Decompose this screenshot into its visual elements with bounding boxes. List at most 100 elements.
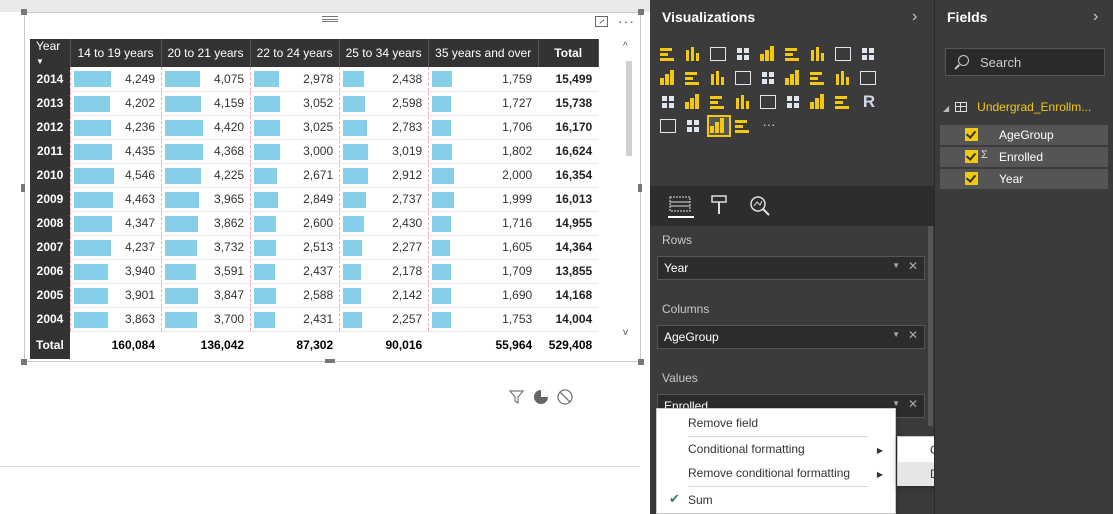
checkbox[interactable] [965,172,978,185]
matrix-visual[interactable]: ··· Year ▼ 14 to 19 years 20 to 21 years … [24,12,641,362]
header-col[interactable]: 25 to 34 years [339,39,429,67]
resize-handle[interactable] [21,359,27,365]
chevron-down-icon[interactable]: ▼ [892,330,900,339]
analytics-tab-icon[interactable] [748,194,774,218]
ribbon-chart-icon[interactable] [708,68,730,88]
row-year[interactable]: 2005 [30,283,70,307]
more-options-icon[interactable]: ··· [618,13,635,29]
value-cell: 3,732 [161,235,251,260]
field-item-agegroup[interactable]: AgeGroup [940,125,1108,145]
resize-handle[interactable] [21,9,27,15]
pie-drill-icon[interactable] [532,388,550,406]
gauge-icon[interactable] [708,92,730,112]
map-icon[interactable] [808,68,830,88]
header-total[interactable]: Total [538,39,599,67]
card-icon[interactable] [733,92,755,112]
resize-handle[interactable] [21,184,25,192]
table-icon[interactable] [833,68,855,88]
waterfall-icon[interactable] [658,92,680,112]
remove-icon[interactable]: ✕ [907,259,918,273]
row-year[interactable]: 2014 [30,67,70,91]
row-year[interactable]: 2013 [30,91,70,115]
line-chart-icon[interactable] [808,44,830,64]
header-col[interactable]: 14 to 19 years [70,39,162,67]
remove-icon[interactable]: ✕ [907,397,918,411]
clustered-bar-icon[interactable] [708,44,730,64]
100-stacked-column-icon[interactable] [783,44,805,64]
collapse-chevron-icon[interactable]: › [1093,8,1099,25]
more-icon[interactable]: ··· [762,117,776,132]
scatter-icon[interactable] [733,68,755,88]
filter-icon[interactable] [508,388,526,406]
matrix-icon[interactable] [858,68,880,88]
scroll-thumb[interactable] [626,61,632,156]
header-col[interactable]: 35 years and over [428,39,539,67]
chevron-down-icon[interactable]: ▼ [892,399,900,408]
donut-icon[interactable] [833,92,855,112]
matrix-scrollbar[interactable]: ^ v [623,41,635,341]
expand-triangle-icon[interactable]: ◢ [943,104,950,113]
fields-tab-icon[interactable] [668,194,694,218]
fields-search-input[interactable]: Search [945,48,1105,76]
columns-well[interactable]: AgeGroup ▼ ✕ [657,325,925,349]
header-col[interactable]: 22 to 24 years [250,39,340,67]
matrix-visual-icon[interactable] [707,115,731,137]
sum-item[interactable]: ✔ Sum [657,489,895,513]
row-year[interactable]: 2010 [30,163,70,187]
row-year[interactable]: 2008 [30,211,70,235]
resize-handle[interactable] [638,359,644,365]
focus-mode-icon[interactable] [595,16,608,27]
stacked-area-icon[interactable] [858,44,880,64]
100-stacked-bar-icon[interactable] [758,44,780,64]
funnel-icon[interactable] [683,92,705,112]
clustered-column-icon[interactable] [733,44,755,64]
rows-field[interactable]: Year [664,261,689,275]
r-visual-icon[interactable]: R [862,92,876,111]
area-chart-icon[interactable] [833,44,855,64]
row-year[interactable]: 2009 [30,187,70,211]
pie-icon[interactable] [758,68,780,88]
row-year[interactable]: 2006 [30,259,70,283]
columns-field[interactable]: AgeGroup [664,330,719,344]
conditional-formatting-item[interactable]: Conditional formatting ▶ [657,438,895,462]
remove-conditional-formatting-item[interactable]: Remove conditional formatting ▶ [657,462,895,486]
header-col[interactable]: 20 to 21 years [161,39,251,67]
value-cell: 1,802 [428,139,539,164]
checkbox[interactable] [965,150,978,163]
line-clustered-column-icon[interactable] [683,68,705,88]
table-visual-icon[interactable] [683,116,705,136]
field-item-enrolled[interactable]: Σ Enrolled [940,147,1108,167]
collapse-chevron-icon[interactable]: › [912,8,918,25]
kpi-icon[interactable] [783,92,805,112]
row-year[interactable]: 2011 [30,139,70,163]
field-item-year[interactable]: Year [940,169,1108,189]
resize-handle[interactable] [638,184,642,192]
resize-handle[interactable] [325,359,335,363]
rows-well[interactable]: Year ▼ ✕ [657,256,925,280]
scroll-up-icon[interactable]: ^ [623,41,628,52]
no-impact-icon[interactable] [556,388,574,406]
stacked-column-icon[interactable] [683,44,705,64]
scroll-down-icon[interactable]: v [623,327,628,338]
stacked-bar-icon[interactable] [658,44,680,64]
table-node[interactable]: ◢ Undergrad_Enrollm... [943,100,1091,114]
header-year[interactable]: Year ▼ [30,39,71,67]
chevron-down-icon[interactable]: ▼ [892,261,900,270]
remove-field-item[interactable]: Remove field [688,416,759,430]
remove-icon[interactable]: ✕ [907,328,918,342]
drag-handle-icon[interactable] [322,16,338,22]
row-year[interactable]: 2004 [30,307,70,331]
row-year[interactable]: 2012 [30,115,70,139]
slicer-icon[interactable] [808,92,830,112]
filled-map-icon[interactable] [658,116,680,136]
globe-icon[interactable] [733,116,755,136]
resize-handle[interactable] [638,9,644,15]
row-year[interactable]: 2007 [30,235,70,259]
treemap-icon[interactable] [783,68,805,88]
viz-pane-scrollbar[interactable] [928,226,933,426]
total-cell: 90,016 [339,330,429,359]
multirow-card-icon[interactable] [758,92,780,112]
line-column-icon[interactable] [658,68,680,88]
checkbox[interactable] [965,128,978,141]
format-tab-icon[interactable] [708,194,734,218]
